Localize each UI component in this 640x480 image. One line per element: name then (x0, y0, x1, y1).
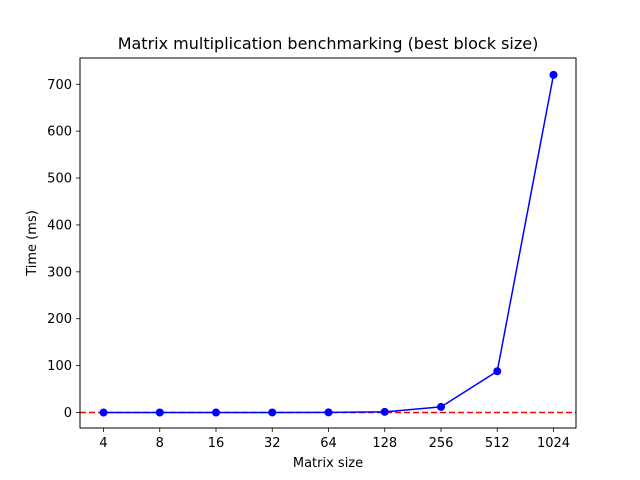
y-axis-label: Time (ms) (25, 210, 40, 277)
data-point (493, 367, 501, 375)
data-point (325, 408, 333, 416)
data-point (550, 71, 558, 79)
x-tick-label: 256 (429, 436, 454, 451)
y-tick-label: 0 (64, 406, 72, 421)
data-point (268, 408, 276, 416)
x-tick-label: 4 (99, 436, 107, 451)
x-tick-label: 8 (156, 436, 164, 451)
chart-title: Matrix multiplication benchmarking (best… (118, 34, 539, 53)
x-tick-label: 1024 (537, 436, 570, 451)
y-tick-label: 500 (47, 172, 72, 187)
data-point (381, 408, 389, 416)
x-tick-label: 64 (320, 436, 337, 451)
data-point (212, 409, 220, 417)
y-tick-label: 600 (47, 125, 72, 140)
y-tick-label: 400 (47, 218, 72, 233)
plot-area (80, 58, 576, 428)
y-tick-label: 700 (47, 78, 72, 93)
data-point (156, 409, 164, 417)
x-tick-label: 512 (485, 436, 510, 451)
y-tick-label: 200 (47, 312, 72, 327)
plot-background (80, 58, 576, 428)
y-tick-label: 300 (47, 265, 72, 280)
x-tick-label: 128 (372, 436, 397, 451)
x-axis-label: Matrix size (293, 456, 363, 471)
data-point (100, 409, 108, 417)
x-tick-label: 16 (208, 436, 225, 451)
data-point (437, 403, 445, 411)
y-tick-label: 100 (47, 359, 72, 374)
x-tick-label: 32 (264, 436, 281, 451)
